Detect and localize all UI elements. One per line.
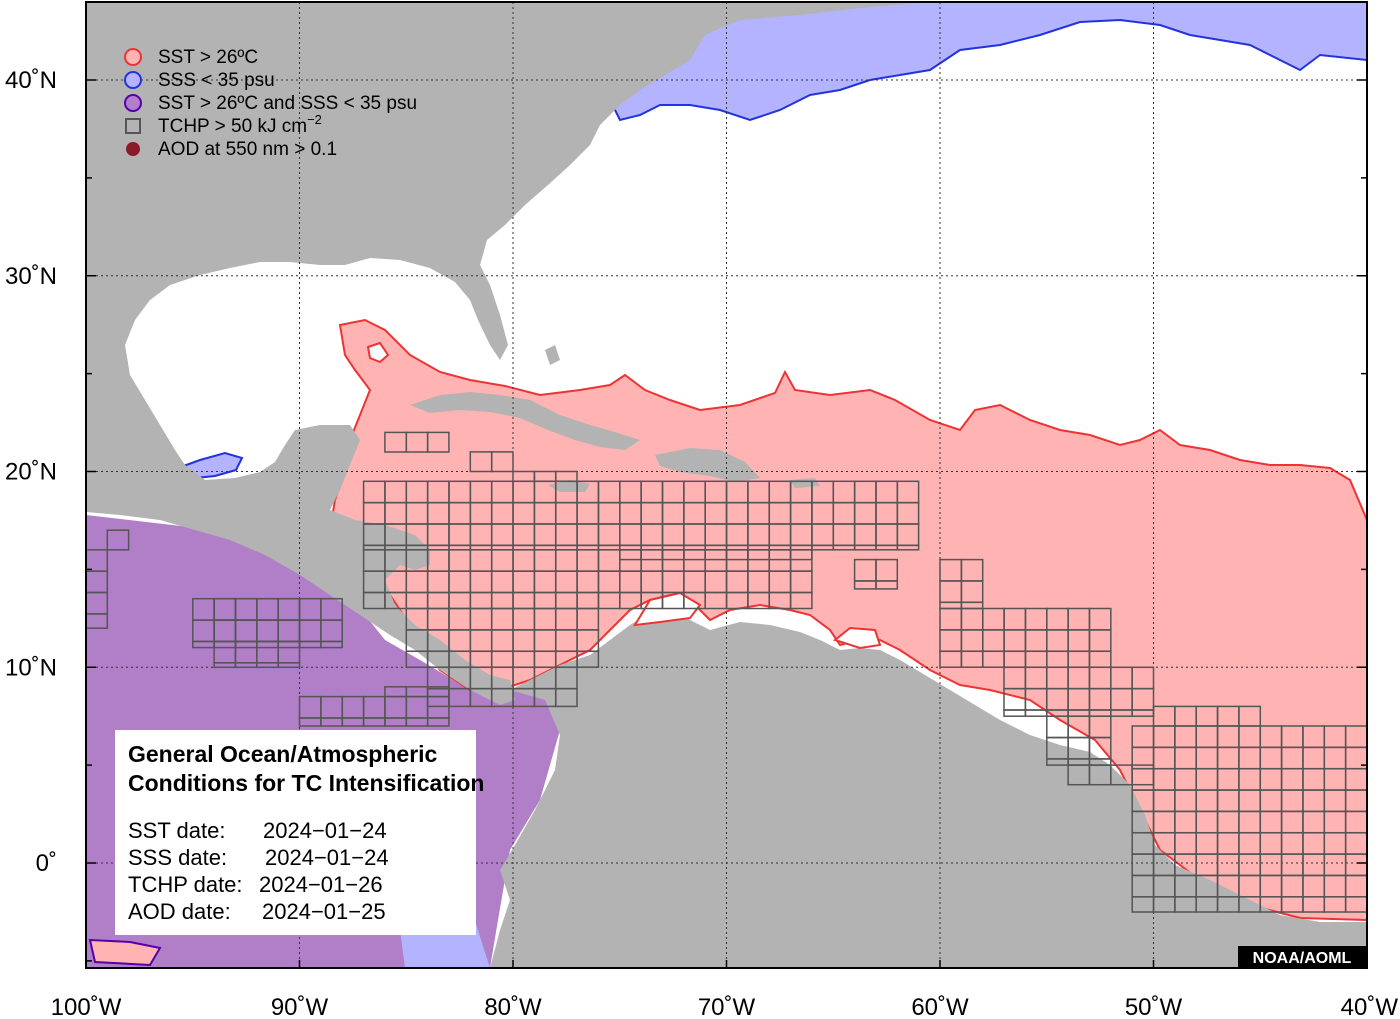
credit-background (1238, 946, 1366, 968)
tchp-cell (86, 613, 109, 629)
tchp-cell (789, 591, 813, 610)
bahamas-land (545, 345, 560, 365)
info-box: General Ocean/Atmospheric Conditions for… (115, 730, 484, 935)
legend: SST > 26ºC SSS < 35 psu SST > 26ºC and S… (124, 47, 417, 160)
sss-date-label: SSS date: (128, 845, 227, 870)
aod-legend-marker (126, 142, 140, 156)
legend-label-tchp: TCHP > 50 kJ cm−2 (158, 112, 322, 137)
y-tick-label: 30˚N (5, 263, 57, 290)
sst-date-label: SST date: (128, 818, 225, 843)
tchp-cell (106, 529, 130, 551)
tchp-cell (426, 686, 450, 698)
x-tick-label: 90˚W (271, 994, 329, 1019)
y-tick-label: 20˚N (5, 459, 57, 486)
tchp-cell (554, 687, 578, 708)
tchp-cell (490, 451, 514, 473)
legend-label-sss: SSS < 35 psu (158, 70, 275, 91)
x-tick-label: 60˚W (911, 994, 969, 1019)
south-america-land (490, 610, 1367, 968)
tchp-cell (875, 580, 899, 590)
y-axis: 40˚N 30˚N 20˚N 10˚N 0˚ (5, 67, 1367, 962)
venezuela-islands-land (690, 645, 705, 668)
north-america-land (86, 2, 930, 705)
y-tick-label: 0˚ (36, 850, 57, 877)
sst-legend-marker (124, 48, 142, 66)
tchp-grid-cells (86, 431, 1367, 913)
legend-label-tchp-main: TCHP > 50 kJ cm (158, 116, 307, 137)
info-title-line2: Conditions for TC Intensification (128, 770, 484, 796)
legend-label-aod: AOD at 550 nm > 0.1 (158, 139, 337, 160)
cuba-land (410, 392, 640, 450)
tchp-cell (320, 640, 343, 649)
hispaniola-land (655, 448, 760, 482)
x-tick-label: 40˚W (1341, 994, 1399, 1019)
x-axis: 100˚W 90˚W 80˚W 70˚W 60˚W 50˚W 40˚W (51, 960, 1399, 1019)
credit-badge: NOAA/AOML (1238, 946, 1366, 968)
tchp-date-value: 2024−01−26 (259, 872, 383, 897)
tchp-cell (426, 717, 450, 727)
credit-text: NOAA/AOML (1253, 950, 1352, 967)
info-title-line1: General Ocean/Atmospheric (128, 741, 438, 767)
tchp-cell (1131, 764, 1155, 786)
y-tick-label: 10˚N (5, 654, 57, 681)
legend-label-sst: SST > 26ºC (158, 47, 258, 68)
legend-label-tchp-sup: −2 (307, 112, 322, 127)
tchp-cell (789, 549, 813, 561)
tchp-legend-marker (125, 118, 141, 134)
sss-legend-marker (124, 71, 142, 89)
tchp-cell (896, 544, 920, 551)
north-atlantic-sss-region (608, 2, 1367, 122)
trinidad-coast-ocean (832, 626, 882, 650)
aod-date-label: AOD date: (128, 899, 231, 924)
both-legend-marker (124, 94, 142, 112)
sss-date-value: 2024−01−24 (265, 845, 389, 870)
sst-date-value: 2024−01−24 (263, 818, 387, 843)
info-box-background (115, 730, 476, 935)
tchp-cell (277, 662, 301, 669)
aod-date-value: 2024−01−25 (262, 899, 386, 924)
tchp-date-label: TCHP date: (128, 872, 243, 897)
pacific-sst-region (88, 938, 162, 967)
tchp-cell (576, 650, 600, 668)
x-tick-label: 80˚W (484, 994, 542, 1019)
x-tick-label: 100˚W (51, 994, 122, 1019)
tchp-cell (426, 431, 450, 453)
jamaica-land (548, 480, 590, 492)
x-tick-label: 50˚W (1125, 994, 1183, 1019)
y-tick-label: 40˚N (5, 67, 57, 94)
legend-label-both: SST > 26ºC and SSS < 35 psu (158, 93, 417, 114)
x-tick-label: 70˚W (698, 994, 756, 1019)
yucatan-coastal-sst (366, 341, 390, 364)
